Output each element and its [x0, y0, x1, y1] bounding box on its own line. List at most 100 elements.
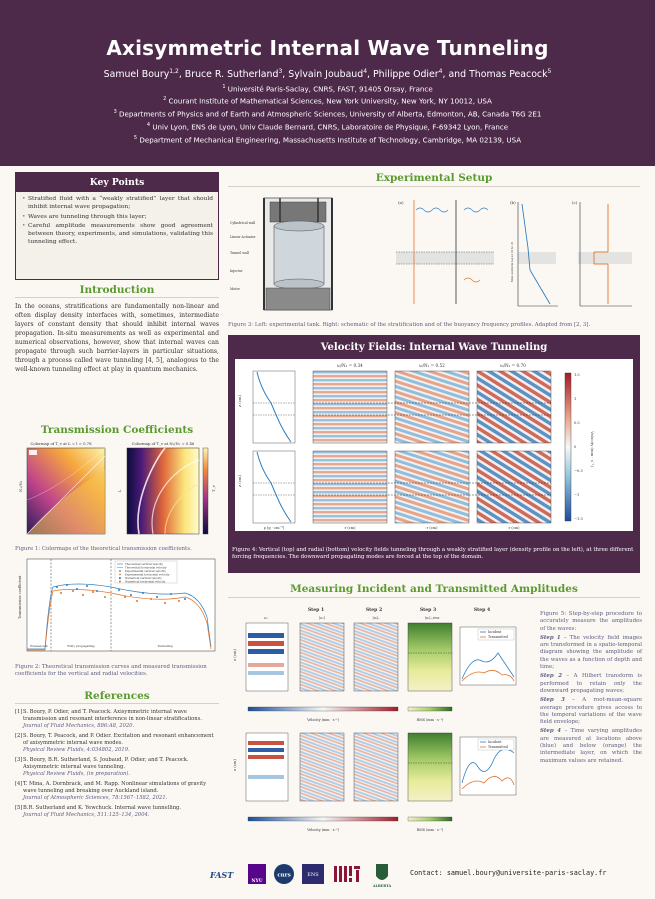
- fig2-region: Tunneling: [157, 644, 172, 648]
- step-label: Step 4: [474, 607, 491, 613]
- legend-transmitted: Transmitted: [488, 745, 508, 749]
- reference-item: [1] S. Boury, P. Odier, and T. Peacock. A…: [15, 709, 202, 730]
- ens-logo: [302, 864, 324, 884]
- contact-email[interactable]: samuel.boury@universite-paris-saclay.fr: [446, 869, 607, 877]
- panel-label: (b): [510, 200, 516, 205]
- key-points-box: Key Points Stratified fluid with a “weak…: [15, 172, 219, 280]
- experimental-setup-title: Experimental Setup: [375, 172, 493, 184]
- institution-logos: FAST NYU cnrs ENS ALBERTA: [209, 864, 392, 888]
- affiliation: 2 Courant Institute of Mathematical Scie…: [163, 96, 492, 106]
- author: Thomas Peacock: [469, 69, 548, 81]
- rho-axis-label: ρ (g · cm⁻³): [264, 526, 285, 530]
- fig2-data-points: [56, 584, 186, 600]
- panel-b-ylabel: Non-uniform layer (0 to 2): [510, 242, 514, 282]
- figure-1-colormaps: Colormap of T_v at L = l = 0.78 Colormap…: [18, 441, 216, 535]
- fig2-legend-entry: Theoretical vertical velocity: [125, 562, 164, 566]
- legend-transmitted: Transmitted: [488, 635, 508, 639]
- fig2-legend-entry: Experimental horizontal velocity: [125, 573, 170, 577]
- svg-text:RMS (mm · s⁻¹): RMS (mm · s⁻¹): [417, 718, 444, 722]
- r-axis-label: r (cm): [344, 526, 356, 530]
- tank-label: Tunnel wall: [230, 251, 249, 255]
- velocity-field-image: [394, 370, 470, 444]
- svg-text:ENS: ENS: [307, 872, 319, 878]
- affiliation: 1 Université Paris-Saclay, CNRS, FAST, 9…: [222, 83, 433, 93]
- author-list: Samuel Boury1,2, Bruce R. Sutherland3, S…: [103, 68, 552, 81]
- alberta-logo: [376, 864, 388, 880]
- svg-text:NYU: NYU: [251, 878, 262, 884]
- velocity-field-image: [476, 450, 552, 524]
- key-points-list: Stratified fluid with a “weakly stratifi…: [16, 192, 218, 247]
- measuring-title: Measuring Incident and Transmitted Ampli…: [290, 583, 578, 595]
- velocity-fields-panel: Velocity Fields: Internal Wave Tunneling: [228, 335, 640, 573]
- fig2-legend-entry: Theoretical horizontal velocity: [125, 566, 167, 570]
- affiliation: 3 Departments of Physics and of Earth an…: [113, 109, 542, 119]
- figure-5-measurement-steps: Step 1 Step 2 Step 3 Step 4 u₁ |u₁| |u₁|…: [232, 607, 517, 832]
- fig2-ylabel: Transmission coefficient: [18, 575, 22, 619]
- svg-text:Velocity (mm · s⁻¹): Velocity (mm · s⁻¹): [306, 718, 339, 722]
- transmission-title: Transmission Coefficients: [40, 424, 194, 436]
- key-point: Careful amplitude measurements show good…: [22, 222, 213, 247]
- poster-title: Axisymmetric Internal Wave Tunneling: [106, 36, 549, 60]
- fig1-colorbar-label: T_v: [211, 484, 216, 492]
- fig1-left-title: Colormap of T_v at L = l = 0.78: [30, 441, 92, 446]
- svg-text:|u₁|ₓ,rms: |u₁|ₓ,rms: [425, 616, 440, 620]
- velocity-field-image: [394, 450, 470, 524]
- svg-text:RMS (mm · s⁻¹): RMS (mm · s⁻¹): [417, 828, 444, 832]
- reference-item: [5] B.R. Sutherland and K. Yewchuck. Inte…: [15, 805, 182, 819]
- fig2-legend-entry: Numerical horizontal velocity: [125, 579, 166, 583]
- author: Philippe Odier: [373, 69, 439, 81]
- figure-4-velocity-fields: ω/N₁ = 0.34 ω/N₁ = 0.52 ω/N₁ = 0.70: [235, 359, 633, 531]
- legend-incident: Incident: [488, 630, 502, 634]
- figure-2-caption: Figure 2: Theoretical transmission curve…: [15, 664, 207, 678]
- contact-info: Contact: samuel.boury@universite-paris-s…: [410, 869, 607, 877]
- introduction-title: Introduction: [79, 284, 155, 296]
- author: Bruce R. Sutherland: [184, 69, 279, 81]
- z-axis-label: z (cm): [232, 759, 237, 771]
- nyu-logo: [248, 864, 266, 884]
- z-axis-label: z (cm): [237, 395, 242, 407]
- density-profile-top: [252, 370, 296, 444]
- svg-text:−0.5: −0.5: [574, 469, 583, 473]
- fig2-region: Fully propagating: [67, 644, 94, 648]
- velocity-colorbar: [247, 706, 399, 712]
- fig2-legend-entry: Numerical vertical velocity: [125, 576, 162, 580]
- svg-text:ALBERTA: ALBERTA: [372, 884, 392, 888]
- fig1-left-ylabel: N₂/N₁: [18, 480, 23, 492]
- author: Samuel Boury: [103, 69, 170, 81]
- tank-label: Motor: [230, 287, 240, 291]
- cnrs-logo: [274, 864, 294, 884]
- affiliation: 5 Department of Mechanical Engineering, …: [133, 135, 522, 145]
- colorbar-label: Velocity (mm · s⁻¹): [590, 430, 595, 467]
- rms-colorbar: [407, 706, 453, 712]
- column-title: ω/N₁ = 0.52: [419, 363, 445, 368]
- column-title: ω/N₁ = 0.34: [337, 363, 363, 368]
- key-point: Stratified fluid with a “weakly stratifi…: [22, 195, 213, 212]
- fig2-region: Evanescent: [30, 644, 48, 648]
- fig1-right-ylabel: L: [117, 489, 122, 492]
- svg-text:Velocity (mm · s⁻¹): Velocity (mm · s⁻¹): [306, 828, 339, 832]
- velocity-field-image: [312, 370, 388, 444]
- step-label: Step 2: [366, 607, 382, 613]
- velocity-field-image: [476, 370, 552, 444]
- divider: [228, 186, 640, 187]
- svg-text:−1.5: −1.5: [574, 517, 583, 521]
- density-profile-bottom: [252, 450, 296, 524]
- fig2-legend-entry: Experimental vertical velocity: [125, 569, 166, 573]
- reference-list: [1] S. Boury, P. Odier, and T. Peacock. A…: [15, 709, 219, 822]
- introduction-text: In the oceans, stratifications are funda…: [15, 303, 219, 374]
- legend-incident: Incident: [488, 740, 502, 744]
- reference-item: [3] S. Boury, B.R. Sutherland, S. Joubaud…: [15, 757, 189, 778]
- figure-2-transmission-curves: Theoretical vertical velocity Theoretica…: [18, 558, 216, 652]
- author: Sylvain Joubaud: [288, 69, 364, 81]
- velocity-colorbar: [564, 372, 572, 522]
- panel-label: (a): [398, 200, 404, 205]
- velocity-field-image: [312, 450, 388, 524]
- svg-text:|u₁|ₓ: |u₁|ₓ: [372, 616, 380, 620]
- svg-text:|u₁|: |u₁|: [319, 616, 325, 620]
- mit-logo: [334, 866, 360, 882]
- z-axis-label: z (cm): [232, 649, 237, 661]
- figure-5-caption: Figure 5: Step-by-step procedure to accu…: [540, 611, 643, 764]
- figure-3-caption: Figure 3: Left: experimental tank. Right…: [228, 322, 591, 328]
- fast-logo: FAST: [209, 870, 234, 880]
- svg-text:0: 0: [574, 445, 577, 449]
